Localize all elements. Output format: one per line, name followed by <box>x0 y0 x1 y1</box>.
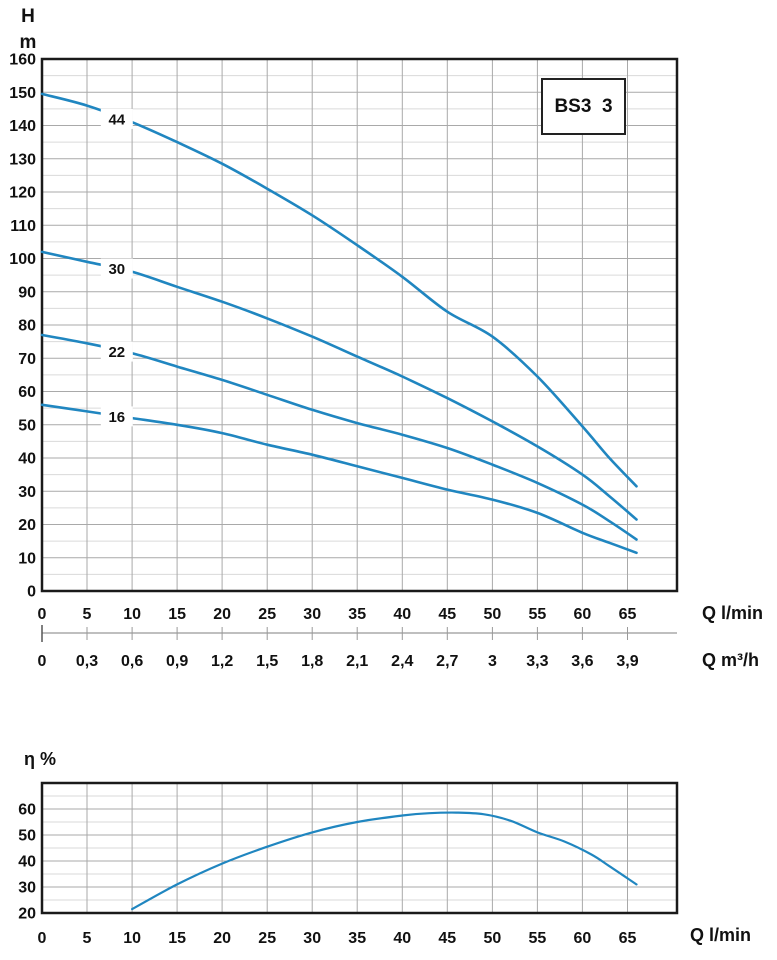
x2-tick-label: 1,8 <box>301 653 323 670</box>
head-y-tick-label: 160 <box>9 52 36 69</box>
eff-x-tick-label: 50 <box>484 930 502 947</box>
x2-tick-label: 0,9 <box>166 653 188 670</box>
x2-tick-label: 1,5 <box>256 653 278 670</box>
head-y-tick-label: 0 <box>27 584 36 601</box>
eff-x-tick-label: 20 <box>213 930 231 947</box>
eff-x-tick-label: 15 <box>168 930 186 947</box>
head-y-tick-label: 150 <box>9 85 36 102</box>
head-curve-22 <box>40 333 638 541</box>
head-axis-title-m: m <box>19 32 37 53</box>
head-x-tick-label: 0 <box>38 606 47 623</box>
curve-label-44: 44 <box>108 111 125 128</box>
head-x-tick-label: 10 <box>123 606 141 623</box>
x2-tick-label: 0,6 <box>121 653 143 670</box>
head-y-tick-label: 50 <box>18 417 36 434</box>
head-x-tick-label: 55 <box>529 606 547 623</box>
x2-tick-label: 0 <box>38 653 47 670</box>
head-y-tick-label: 130 <box>9 151 36 168</box>
efficiency-axis-title: η % <box>24 749 57 769</box>
x2-tick-label: 3,6 <box>571 653 593 670</box>
efficiency-curve <box>131 811 638 911</box>
eff-x-tick-label: 45 <box>438 930 456 947</box>
head-x-tick-label: 65 <box>619 606 637 623</box>
head-x-tick-label: 30 <box>303 606 321 623</box>
model-label: BS3 3 <box>554 95 613 117</box>
eff-x-tick-label: 25 <box>258 930 276 947</box>
head-y-tick-label: 60 <box>18 384 36 401</box>
x2-tick-label: 2,1 <box>346 653 368 670</box>
head-y-tick-label: 100 <box>9 251 36 268</box>
model-label-box: BS3 3 <box>541 78 626 135</box>
curve-label-16: 16 <box>108 409 125 426</box>
head-y-tick-label: 120 <box>9 185 36 202</box>
head-y-tick-label: 40 <box>18 451 36 468</box>
head-y-tick-label: 90 <box>18 284 36 301</box>
eff-y-tick-label: 50 <box>18 828 36 845</box>
curve-label-22: 22 <box>108 344 125 361</box>
head-y-tick-label: 110 <box>10 218 36 235</box>
curve-label-30: 30 <box>108 261 125 278</box>
plot-border <box>40 57 679 593</box>
head-x-tick-label: 45 <box>438 606 456 623</box>
eff-x-tick-label: 60 <box>574 930 592 947</box>
eff-x-tick-label: 65 <box>619 930 637 947</box>
head-x-tick-label: 15 <box>168 606 186 623</box>
head-curve-44 <box>40 92 638 488</box>
eff-y-tick-label: 30 <box>18 880 36 897</box>
eff-x-tick-label: 10 <box>123 930 141 947</box>
head-x-tick-label: 50 <box>484 606 502 623</box>
flow-axis-label-lmin-top: Q l/min <box>702 603 764 623</box>
efficiency-chart: 20 30 40 50 60 0 5 10 15 20 25 30 35 40 45 50 55 60 65 <box>18 781 679 947</box>
flow-axis-label-lmin-bottom: Q l/min <box>690 925 752 945</box>
x2-tick-label: 0,3 <box>76 653 98 670</box>
x2-tick-label: 3 <box>488 653 497 670</box>
eff-y-tick-label: 20 <box>18 906 36 923</box>
head-y-tick-label: 20 <box>18 517 36 534</box>
flow-axis-label-m3h: Q m³/h <box>702 650 759 670</box>
x2-tick-label: 1,2 <box>211 653 233 670</box>
head-y-tick-label: 70 <box>18 351 36 368</box>
head-y-tick-label: 10 <box>18 550 36 567</box>
head-axis-title-h: H <box>21 6 35 27</box>
x2-tick-label: 3,9 <box>616 653 638 670</box>
eff-x-tick-label: 35 <box>348 930 366 947</box>
head-curve-16 <box>40 403 638 555</box>
curve-label-gap <box>100 108 133 129</box>
plot-border <box>40 781 679 915</box>
head-y-tick-label: 140 <box>9 118 36 135</box>
head-x-tick-label: 20 <box>213 606 231 623</box>
eff-y-tick-label: 40 <box>18 854 36 871</box>
eff-x-tick-label: 0 <box>38 930 47 947</box>
eff-x-tick-label: 30 <box>303 930 321 947</box>
head-x-tick-label: 40 <box>393 606 411 623</box>
head-x-tick-label: 35 <box>348 606 366 623</box>
curve-label-gap <box>100 341 133 362</box>
eff-y-tick-label: 60 <box>18 802 36 819</box>
curve-label-gap <box>100 406 133 427</box>
head-x-tick-label: 25 <box>258 606 276 623</box>
eff-x-tick-label: 55 <box>529 930 547 947</box>
head-curve-30 <box>40 250 638 521</box>
head-y-tick-label: 30 <box>18 484 36 501</box>
head-y-tick-label: 80 <box>18 318 36 335</box>
x2-tick-label: 3,3 <box>526 653 548 670</box>
x2-tick-label: 2,7 <box>436 653 458 670</box>
eff-x-tick-label: 5 <box>83 930 92 947</box>
head-chart: 0102030405060708090100110120130140150160… <box>9 52 679 670</box>
curve-label-gap <box>100 258 133 279</box>
head-x-tick-label: 60 <box>574 606 592 623</box>
head-x-tick-label: 5 <box>83 606 92 623</box>
x2-tick-label: 2,4 <box>391 653 413 670</box>
eff-x-tick-label: 40 <box>393 930 411 947</box>
